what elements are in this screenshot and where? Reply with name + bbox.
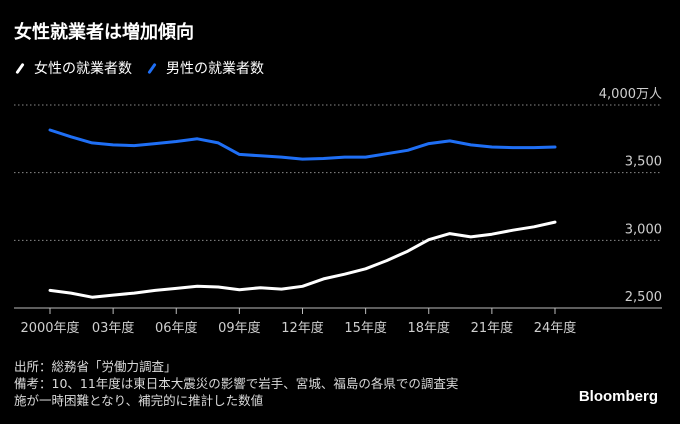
legend-item-male: 男性の就業者数 [146, 58, 264, 78]
line-chart: 2,500 3,000 3,500 4,000万人 2000年度 03年度 06年度 09年… [14, 87, 662, 336]
legend-label-male: 男性の就業者数 [166, 61, 264, 77]
legend-label-female: 女性の就業者数 [34, 61, 132, 77]
series-line-female [48, 220, 557, 299]
y-axis-labels: 2,500 3,000 3,500 4,000万人 [599, 87, 662, 305]
x-tick-label: 12年度 [281, 320, 324, 336]
bloomberg-logo: Bloomberg [578, 388, 658, 405]
legend-item-female: 女性の就業者数 [14, 58, 132, 78]
gridlines [14, 104, 662, 241]
x-tick-label: 15年度 [344, 320, 387, 336]
x-tick-label: 06年度 [155, 320, 198, 336]
x-tick-label: 24年度 [534, 320, 577, 336]
source-note: 出所：総務省「労働力調査」 [14, 359, 177, 374]
y-tick-label: 2,500 [625, 290, 662, 305]
x-tick-label: 03年度 [92, 320, 135, 336]
legend: 女性の就業者数 男性の就業者数 [14, 58, 278, 78]
chart-title: 女性就業者は増加傾向 [14, 22, 194, 43]
remark-note-line-2: 施が一時困難となり、補完的に推計した数値 [14, 393, 264, 408]
chart-notes: 出所：総務省「労働力調査」 備考：10、11年度は東日本大震災の影響で岩手、宮城… [14, 358, 458, 409]
x-tick-label: 21年度 [471, 320, 514, 336]
series-line-male [48, 128, 557, 161]
series-lines [48, 128, 557, 299]
y-tick-label: 4,000万人 [599, 87, 662, 102]
x-tick-label: 2000年度 [20, 320, 79, 336]
y-tick-label: 3,500 [625, 155, 662, 170]
y-tick-label: 3,000 [625, 222, 662, 237]
x-tick-label: 09年度 [218, 320, 261, 336]
x-tick-label: 18年度 [407, 320, 450, 336]
remark-note-line-1: 備考：10、11年度は東日本大震災の影響で岩手、宮城、福島の各県での調査実 [14, 376, 459, 391]
x-axis: 2000年度 03年度 06年度 09年度 12年度 15年度 18年度 21年度 24年度 [14, 307, 662, 336]
